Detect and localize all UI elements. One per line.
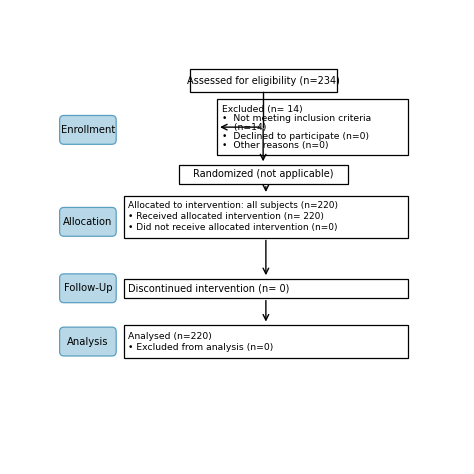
Text: Assessed for eligibility (n=234): Assessed for eligibility (n=234) — [187, 76, 339, 86]
Text: Enrollment: Enrollment — [61, 125, 115, 135]
Text: •  Declined to participate (n=0): • Declined to participate (n=0) — [222, 132, 369, 141]
Text: • Received allocated intervention (n= 220): • Received allocated intervention (n= 22… — [128, 212, 324, 221]
Text: Analysed (n=220): Analysed (n=220) — [128, 332, 212, 341]
Text: Discontinued intervention (n= 0): Discontinued intervention (n= 0) — [128, 283, 289, 293]
Text: Analysis: Analysis — [67, 337, 109, 346]
FancyBboxPatch shape — [217, 99, 408, 155]
Text: Excluded (n= 14): Excluded (n= 14) — [222, 105, 302, 114]
FancyBboxPatch shape — [60, 327, 116, 356]
Text: • Excluded from analysis (n=0): • Excluded from analysis (n=0) — [128, 343, 273, 352]
Text: •  Other reasons (n=0): • Other reasons (n=0) — [222, 141, 328, 150]
Text: (n=14): (n=14) — [222, 123, 266, 132]
FancyBboxPatch shape — [60, 116, 116, 144]
FancyBboxPatch shape — [190, 69, 337, 92]
FancyBboxPatch shape — [179, 165, 347, 184]
FancyBboxPatch shape — [124, 325, 408, 358]
Text: Follow-Up: Follow-Up — [64, 283, 112, 293]
Text: • Did not receive allocated intervention (n=0): • Did not receive allocated intervention… — [128, 223, 337, 232]
FancyBboxPatch shape — [60, 274, 116, 303]
FancyBboxPatch shape — [124, 196, 408, 237]
Text: Allocation: Allocation — [63, 217, 113, 227]
Text: Allocated to intervention: all subjects (n=220): Allocated to intervention: all subjects … — [128, 201, 338, 210]
Text: •  Not meeting inclusion criteria: • Not meeting inclusion criteria — [222, 114, 371, 123]
Text: Randomized (not applicable): Randomized (not applicable) — [193, 169, 333, 179]
FancyBboxPatch shape — [124, 279, 408, 298]
FancyBboxPatch shape — [60, 208, 116, 236]
